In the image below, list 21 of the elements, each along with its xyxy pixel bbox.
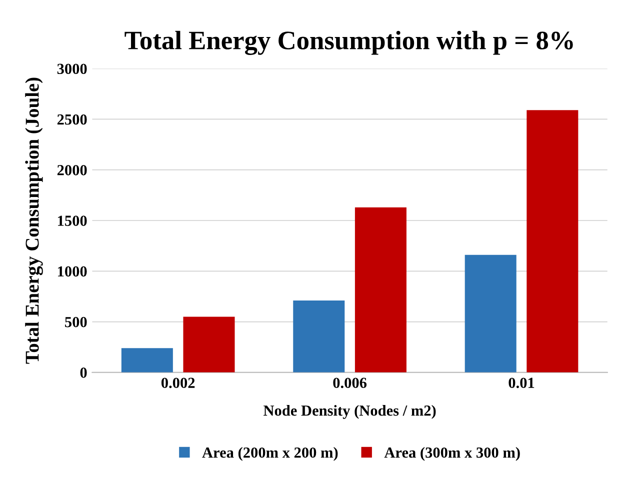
x-tick-label: 0.002 <box>161 378 195 388</box>
y-tick-label: 2000 <box>57 165 87 176</box>
chart-title: Total Energy Consumption with p = 8% <box>124 30 573 55</box>
y-tick-label: 0 <box>80 368 87 378</box>
y-tick-label: 1000 <box>58 266 87 277</box>
y-tick-label: 1500 <box>58 216 87 226</box>
bar <box>121 348 173 372</box>
bar <box>293 300 345 372</box>
y-tick-label: 500 <box>65 316 87 328</box>
bar <box>526 110 578 372</box>
legend-label: Area (200m x 200 m) <box>202 447 338 461</box>
y-axis-title: Total Energy Consumption (Joule) <box>25 78 43 364</box>
bar <box>354 207 406 372</box>
x-axis-title: Node Density (Nodes / m2) <box>264 405 436 419</box>
x-tick-label: 0.006 <box>333 378 367 388</box>
bar <box>183 316 235 372</box>
bar <box>464 254 516 372</box>
legend-label: Area (300m x 300 m) <box>384 447 520 461</box>
y-tick-label: 3000 <box>57 64 87 74</box>
y-tick-label: 2500 <box>57 114 87 125</box>
x-tick-label: 0.01 <box>508 378 534 388</box>
